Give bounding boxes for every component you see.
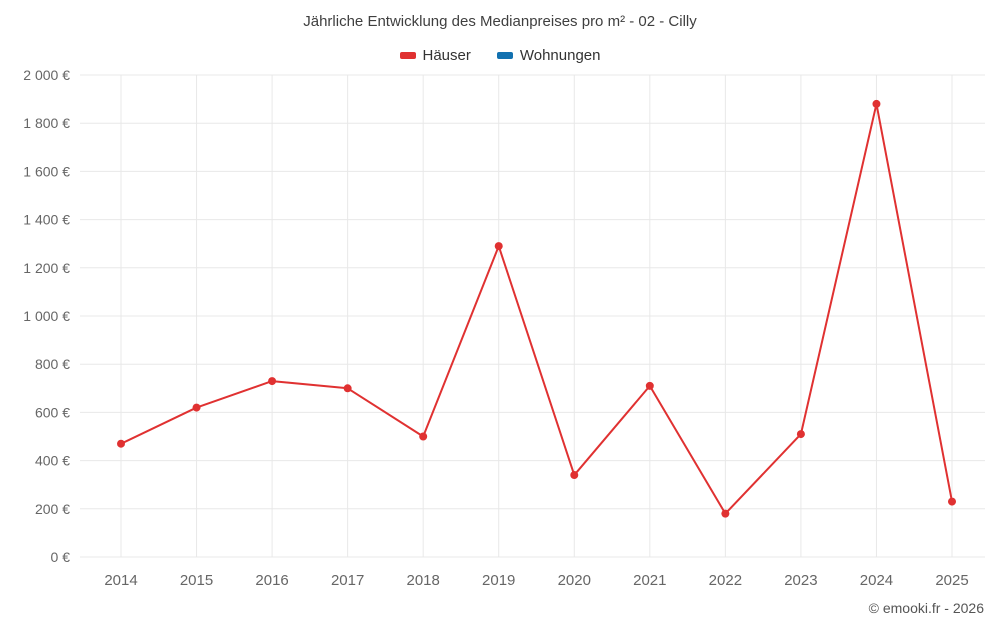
data-point[interactable] <box>645 381 654 390</box>
x-axis-tick-label: 2017 <box>331 572 364 589</box>
data-point[interactable] <box>419 432 428 441</box>
data-point[interactable] <box>570 471 579 480</box>
chart-title: Jährliche Entwicklung des Medianpreises … <box>303 13 697 30</box>
x-axis-tick-label: 2022 <box>709 572 742 589</box>
data-point[interactable] <box>494 242 503 251</box>
x-axis-tick-label: 2019 <box>482 572 515 589</box>
y-axis-tick-label: 0 € <box>51 549 71 565</box>
data-point[interactable] <box>948 497 956 506</box>
legend-item-haeuser[interactable]: Häuser <box>399 47 471 64</box>
data-point[interactable] <box>721 509 730 518</box>
data-point[interactable] <box>343 384 352 393</box>
y-axis-tick-label: 200 € <box>35 501 70 517</box>
data-point[interactable] <box>192 403 201 412</box>
legend-label-haeuser: Häuser <box>422 47 471 64</box>
x-axis-tick-label: 2021 <box>633 572 666 589</box>
y-axis-tick-label: 400 € <box>35 453 70 469</box>
x-axis-tick-label: 2018 <box>406 572 439 589</box>
x-axis-tick-label: 2020 <box>558 572 591 589</box>
y-axis-tick-label: 1 400 € <box>23 212 70 228</box>
y-axis-tick-label: 1 200 € <box>23 260 70 276</box>
series-line-häuser <box>120 102 953 515</box>
legend-item-wohnungen[interactable]: Wohnungen <box>496 47 601 64</box>
data-point[interactable] <box>117 439 125 448</box>
legend-label-wohnungen: Wohnungen <box>519 47 601 64</box>
x-axis-tick-label: 2023 <box>784 572 817 589</box>
data-point[interactable] <box>872 99 881 108</box>
y-axis-tick-label: 1 600 € <box>23 163 70 179</box>
x-axis-tick-label: 2025 <box>935 572 968 589</box>
y-axis-tick-label: 800 € <box>35 356 70 372</box>
data-point[interactable] <box>796 430 805 439</box>
chart-legend: Häuser Wohnungen <box>0 47 1000 64</box>
copyright-notice: © emooki.fr - 2026 <box>868 600 984 616</box>
x-axis-tick-label: 2016 <box>255 572 288 589</box>
y-axis-tick-label: 1 800 € <box>23 115 70 131</box>
x-axis-tick-label: 2014 <box>104 572 137 589</box>
x-axis-tick-label: 2015 <box>180 572 213 589</box>
data-point[interactable] <box>268 377 277 386</box>
y-axis-tick-label: 2 000 € <box>23 67 70 83</box>
legend-swatch-haeuser <box>399 52 416 59</box>
y-axis-tick-label: 600 € <box>35 404 70 420</box>
x-axis-tick-label: 2024 <box>860 572 893 589</box>
legend-swatch-wohnungen <box>496 52 513 59</box>
y-axis-tick-label: 1 000 € <box>23 308 70 324</box>
